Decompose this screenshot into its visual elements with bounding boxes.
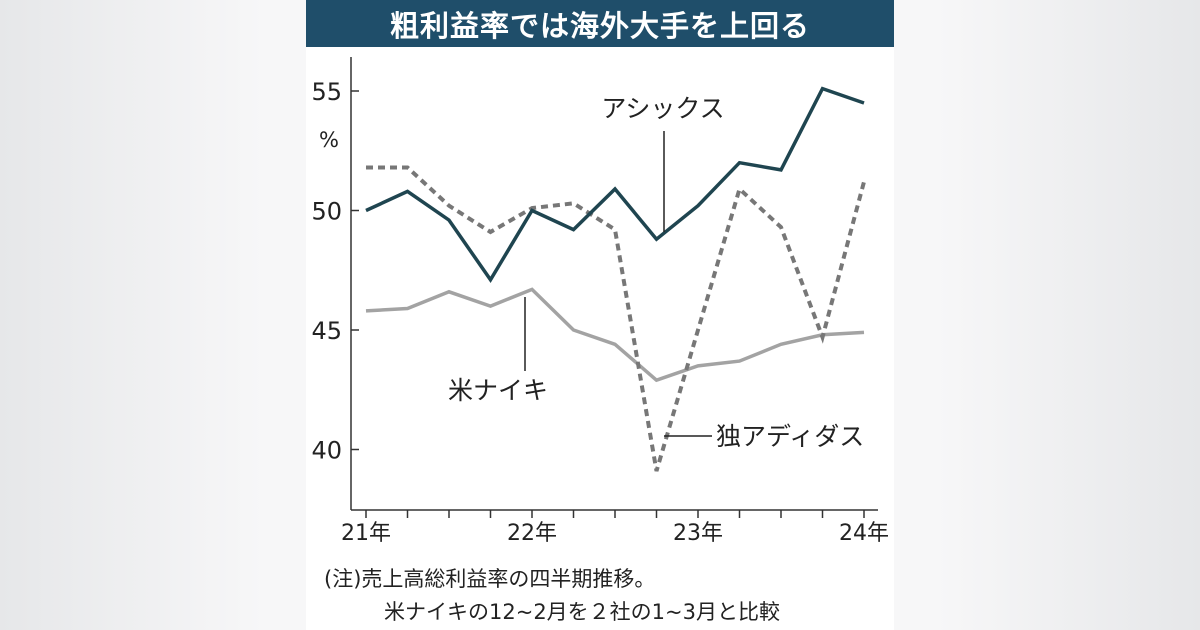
y-tick-label: 55 xyxy=(311,78,342,106)
series-layer xyxy=(365,86,866,472)
y-tick-label: 50 xyxy=(311,198,342,226)
x-tick-label: 21年 xyxy=(341,521,391,546)
chart-panel xyxy=(306,0,894,630)
y-tick-label: 40 xyxy=(311,437,342,465)
series-label-nike: 米ナイキ xyxy=(448,376,548,405)
series-label-asics: アシックス xyxy=(601,94,724,123)
x-tick-label: 22年 xyxy=(507,521,557,546)
chart-title: 粗利益率では海外大手を上回る xyxy=(306,0,894,47)
y-unit-label: % xyxy=(319,128,339,152)
x-tick-label: 23年 xyxy=(673,521,723,546)
series-line xyxy=(366,165,866,472)
footnote-line-2: 米ナイキの12~2月を２社の1~3月と比較 xyxy=(384,600,780,624)
footnote-line-1: (注)売上高総利益率の四半期推移。 xyxy=(324,567,656,591)
axes: 40 45 50 55% 21年 22年 23年 24年 xyxy=(311,57,889,546)
series-line xyxy=(365,287,865,383)
y-tick-label: 45 xyxy=(311,317,342,345)
x-tick-label: 24年 xyxy=(839,521,889,546)
series-label-adidas: 独アディダス xyxy=(716,422,864,451)
